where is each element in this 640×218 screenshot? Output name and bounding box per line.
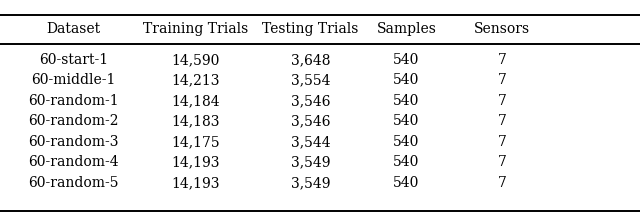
Text: 7: 7 bbox=[498, 114, 507, 128]
Text: 60-start-1: 60-start-1 bbox=[39, 53, 108, 67]
Text: 540: 540 bbox=[393, 114, 420, 128]
Text: Sensors: Sensors bbox=[474, 22, 531, 36]
Text: 3,544: 3,544 bbox=[291, 135, 330, 149]
Text: 7: 7 bbox=[498, 53, 507, 67]
Text: 3,546: 3,546 bbox=[291, 114, 330, 128]
Text: 14,184: 14,184 bbox=[171, 94, 220, 108]
Text: 7: 7 bbox=[498, 155, 507, 169]
Text: 14,213: 14,213 bbox=[171, 73, 220, 87]
Text: 60-random-3: 60-random-3 bbox=[28, 135, 119, 149]
Text: 14,193: 14,193 bbox=[171, 176, 220, 190]
Text: 540: 540 bbox=[393, 155, 420, 169]
Text: 60-middle-1: 60-middle-1 bbox=[31, 73, 116, 87]
Text: 14,193: 14,193 bbox=[171, 155, 220, 169]
Text: 540: 540 bbox=[393, 53, 420, 67]
Text: 7: 7 bbox=[498, 176, 507, 190]
Text: Samples: Samples bbox=[376, 22, 436, 36]
Text: Dataset: Dataset bbox=[47, 22, 100, 36]
Text: Training Trials: Training Trials bbox=[143, 22, 248, 36]
Text: 3,648: 3,648 bbox=[291, 53, 330, 67]
Text: 3,549: 3,549 bbox=[291, 155, 330, 169]
Text: 60-random-2: 60-random-2 bbox=[28, 114, 119, 128]
Text: 540: 540 bbox=[393, 176, 420, 190]
Text: 3,546: 3,546 bbox=[291, 94, 330, 108]
Text: 14,175: 14,175 bbox=[171, 135, 220, 149]
Text: 60-random-5: 60-random-5 bbox=[28, 176, 119, 190]
Text: 60-random-4: 60-random-4 bbox=[28, 155, 119, 169]
Text: 60-random-1: 60-random-1 bbox=[28, 94, 119, 108]
Text: 3,554: 3,554 bbox=[291, 73, 330, 87]
Text: 7: 7 bbox=[498, 73, 507, 87]
Text: 14,183: 14,183 bbox=[171, 114, 220, 128]
Text: 540: 540 bbox=[393, 135, 420, 149]
Text: 7: 7 bbox=[498, 135, 507, 149]
Text: 3,549: 3,549 bbox=[291, 176, 330, 190]
Text: 7: 7 bbox=[498, 94, 507, 108]
Text: 14,590: 14,590 bbox=[171, 53, 220, 67]
Text: 540: 540 bbox=[393, 94, 420, 108]
Text: 540: 540 bbox=[393, 73, 420, 87]
Text: Testing Trials: Testing Trials bbox=[262, 22, 358, 36]
